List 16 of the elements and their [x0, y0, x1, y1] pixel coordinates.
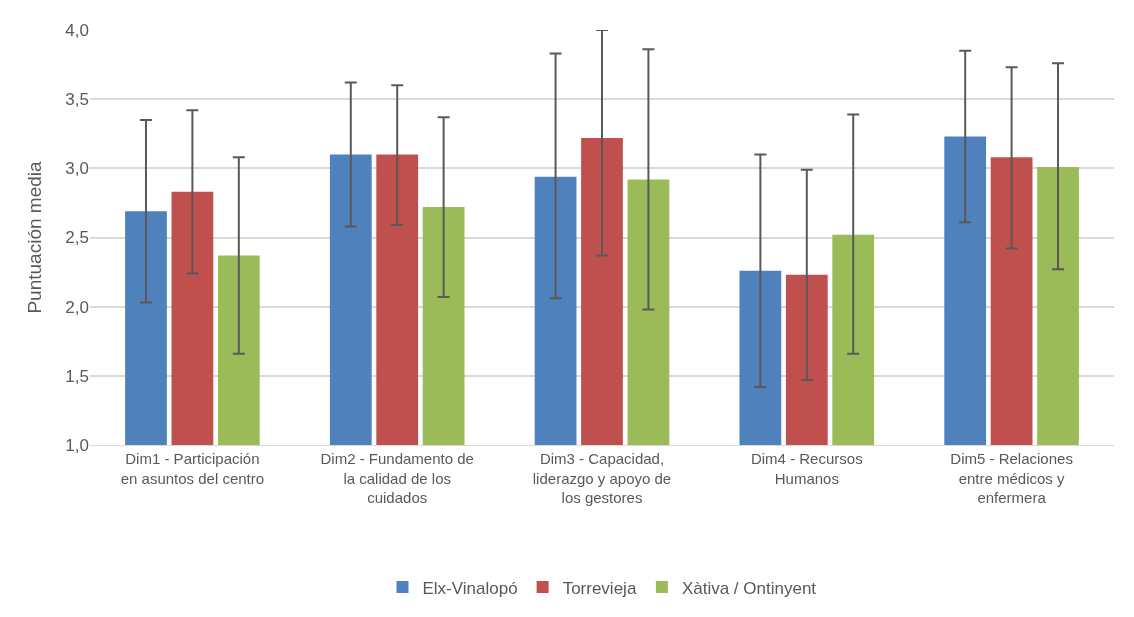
x-tick-label: Dim1 - Participación en asuntos del centro: [120, 450, 265, 487]
y-tick-label: 3,0: [65, 159, 89, 179]
legend-label: Torrevieja: [562, 578, 637, 598]
x-tick-label: Dim2 - Fundamento de la calidad de los cuidados: [320, 450, 474, 506]
y-tick-label: 4,0: [65, 20, 89, 40]
y-tick-label: 1,5: [65, 366, 89, 386]
legend-label: Xàtiva / Ontinyent: [681, 578, 817, 598]
legend-label: Elx-Vinalopó: [422, 578, 518, 598]
y-tick-label: 2,5: [65, 228, 89, 248]
x-tick-label: Dim3 - Capacidad, liderazgo y apoyo de los gestores: [532, 450, 672, 506]
y-tick-label: 1,0: [65, 435, 89, 455]
y-axis-title: Puntuación media: [24, 161, 46, 314]
y-tick-label: 2,0: [65, 297, 89, 317]
x-tick-label: Dim4 - Recursos Humanos: [750, 450, 863, 487]
y-tick-label: 3,5: [65, 90, 89, 110]
x-tick-label: Dim5 - Relaciones entre médicos y enfermera: [950, 450, 1073, 506]
